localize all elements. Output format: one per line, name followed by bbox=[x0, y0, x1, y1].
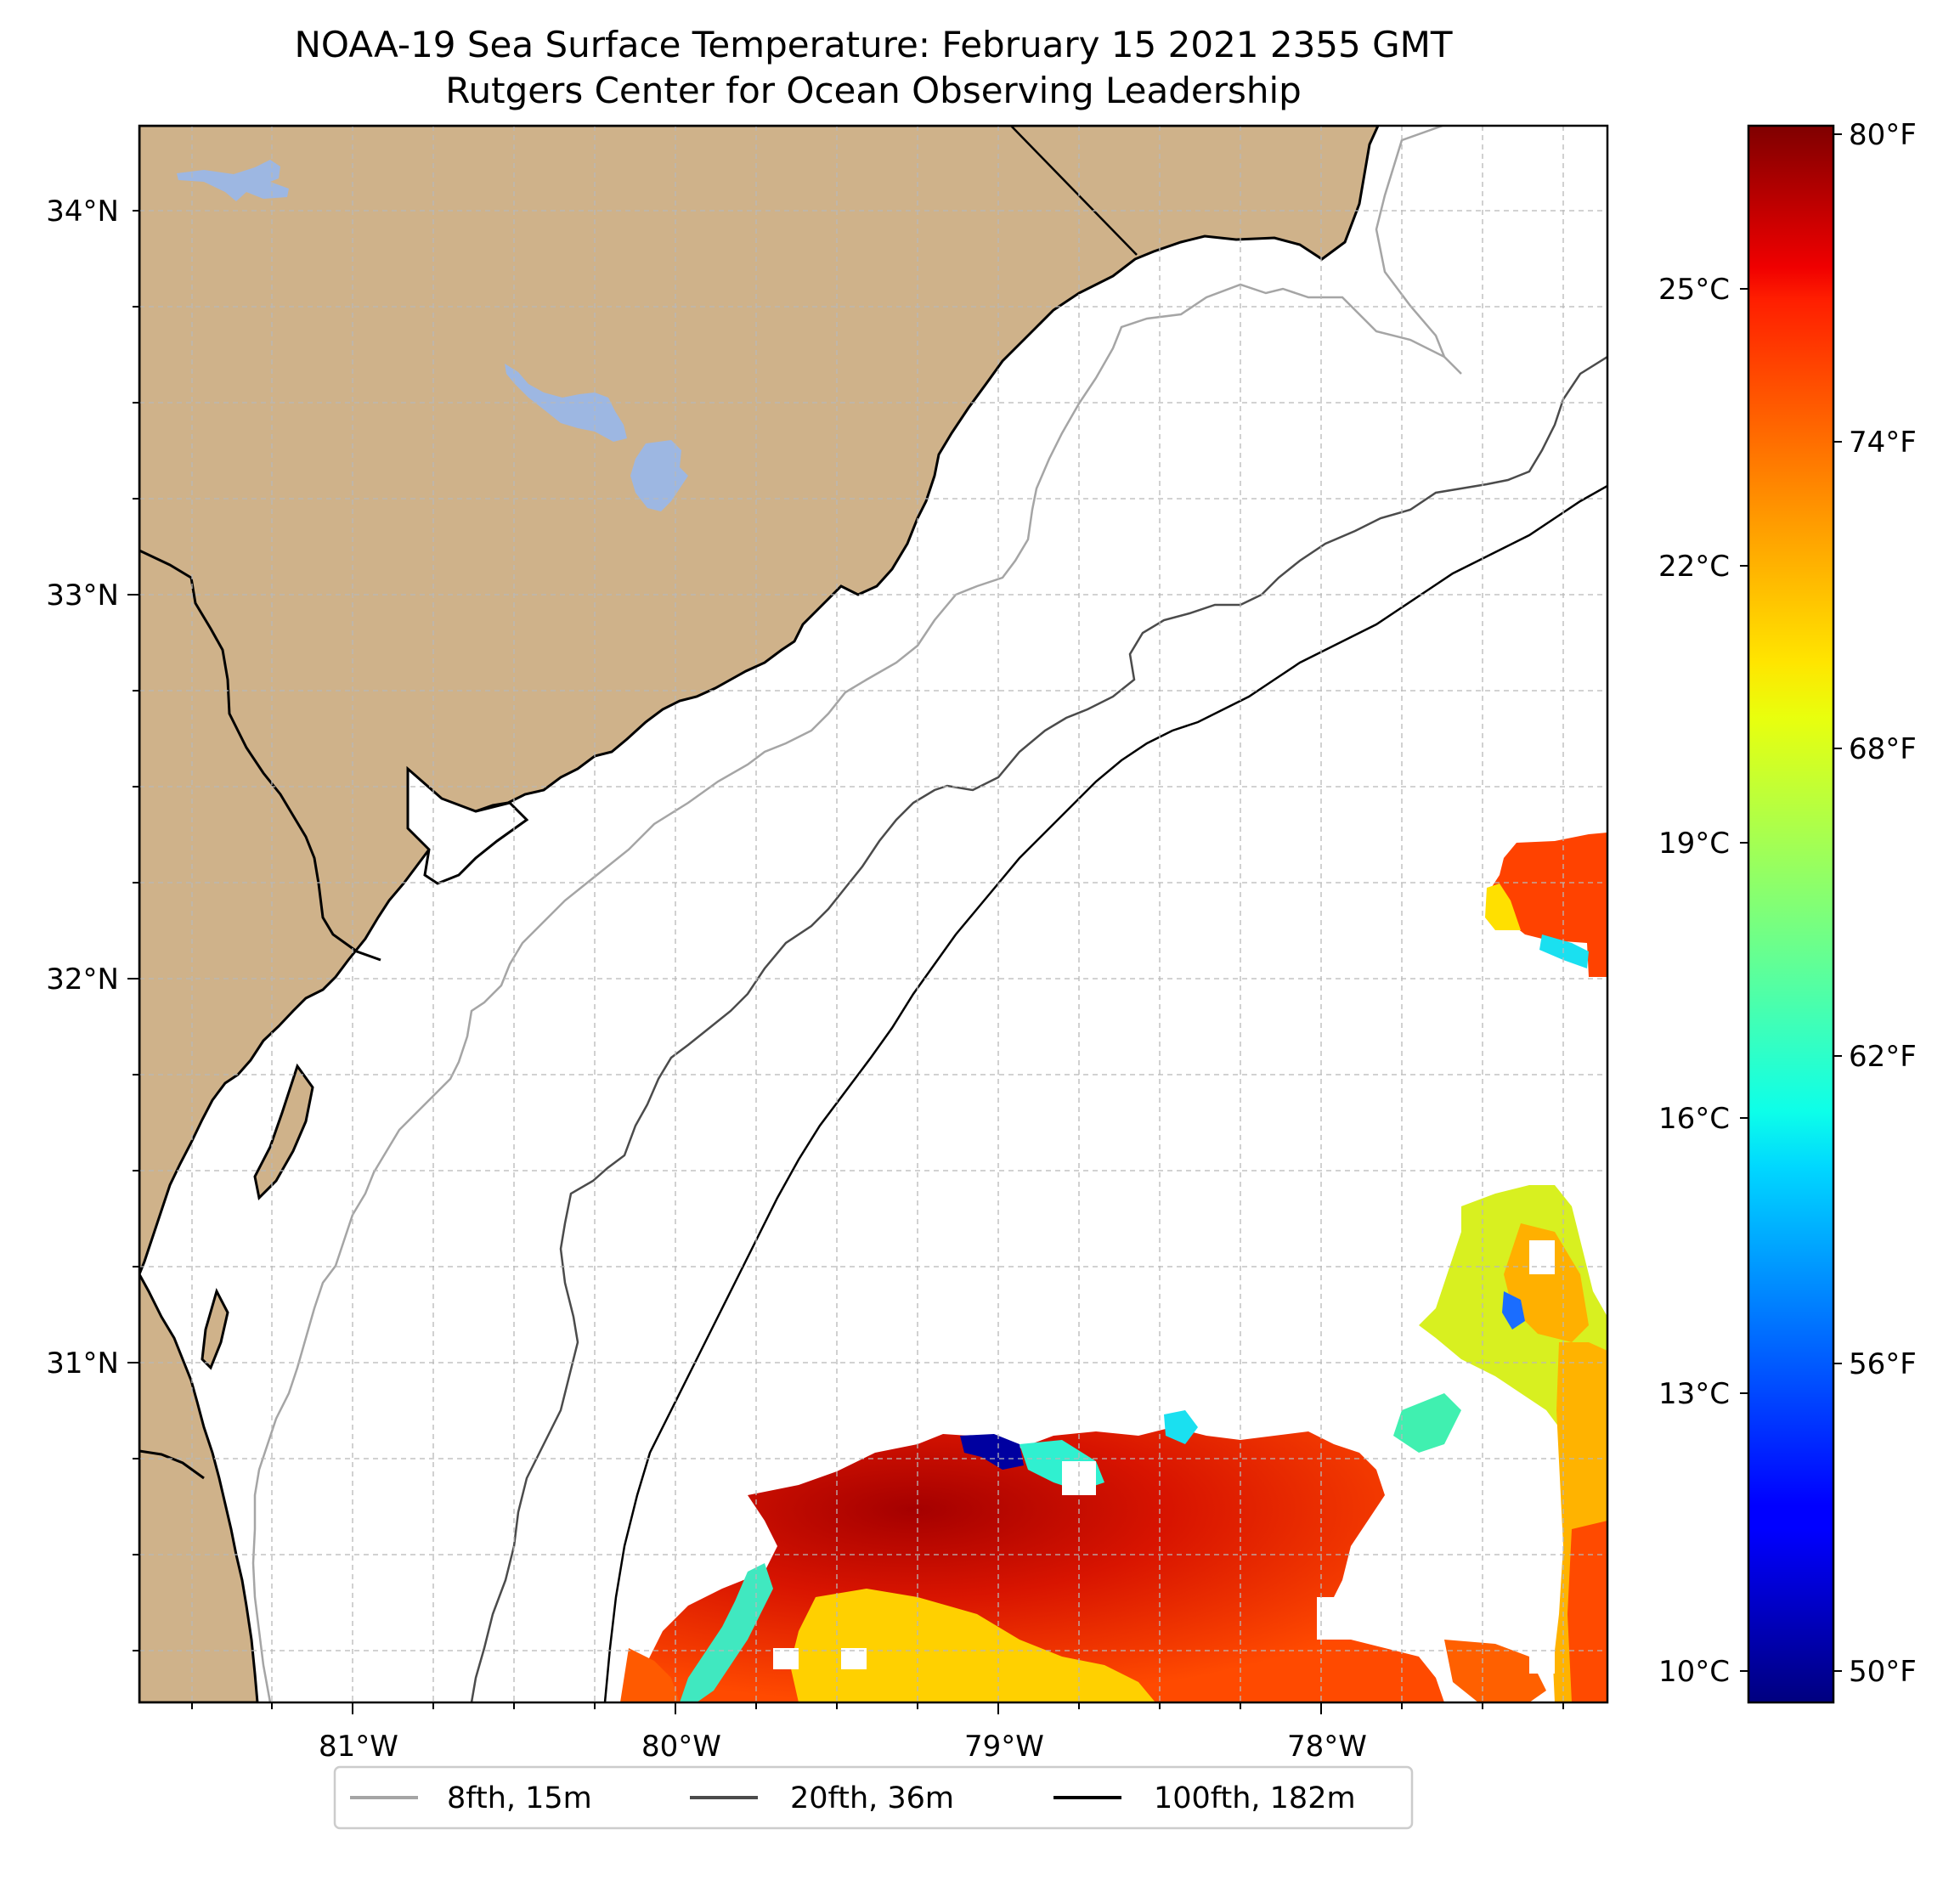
sst-patch-northeast-cool bbox=[1539, 934, 1589, 968]
map-title: NOAA-19 Sea Surface Temperature: Februar… bbox=[138, 22, 1608, 114]
lon-label: 78°W bbox=[1287, 1730, 1367, 1764]
axis-ticks bbox=[127, 210, 1564, 1714]
colorbar: 10°C 13°C 16°C 19°C 22°C 25°C 50°F 56°F … bbox=[1658, 118, 1917, 1704]
title-line-2: Rutgers Center for Ocean Observing Leade… bbox=[445, 70, 1302, 111]
coastal-island bbox=[253, 1063, 314, 1201]
cloud-gap bbox=[841, 1648, 867, 1669]
lon-label: 79°W bbox=[964, 1730, 1044, 1764]
sst-patch-southeast-red bbox=[1567, 1521, 1607, 1702]
sst-patch-north-cool bbox=[960, 1434, 1024, 1470]
fahrenheit-label: 50°F bbox=[1849, 1655, 1917, 1689]
lake bbox=[177, 160, 289, 201]
celsius-label: 22°C bbox=[1658, 550, 1730, 584]
isobath-36m bbox=[470, 355, 1607, 1702]
coastal-inlet bbox=[406, 765, 529, 885]
map-frame bbox=[138, 124, 1609, 1704]
land-coastline-south bbox=[139, 1273, 259, 1702]
cloud-gap bbox=[1529, 1648, 1555, 1674]
sst-data bbox=[620, 833, 1607, 1702]
lake bbox=[630, 440, 688, 511]
legend-label-15m: 8fth, 15m bbox=[447, 1781, 592, 1815]
cloud-gap bbox=[773, 1648, 799, 1669]
title-line-1: NOAA-19 Sea Surface Temperature: Februar… bbox=[294, 24, 1453, 65]
isobath-15m bbox=[251, 126, 1462, 1702]
colorbar-gradient bbox=[1747, 124, 1835, 1704]
sst-patch-scatter bbox=[1444, 1640, 1546, 1702]
lon-label: 81°W bbox=[319, 1730, 398, 1764]
land-coastline bbox=[139, 126, 1380, 1275]
legend-label-36m: 20fth, 36m bbox=[790, 1781, 954, 1815]
sst-patch-northeast-edge bbox=[1485, 884, 1521, 930]
lon-label: 80°W bbox=[641, 1730, 721, 1764]
legend-box bbox=[333, 1765, 1414, 1830]
sst-patch-scatter bbox=[1164, 1410, 1198, 1444]
legend: 8fth, 15m 20fth, 36m 100fth, 182m bbox=[333, 1765, 1414, 1830]
sst-patch-southwest bbox=[620, 1648, 680, 1702]
celsius-label: 13°C bbox=[1658, 1377, 1730, 1411]
state-border bbox=[1010, 126, 1138, 256]
lat-label: 34°N bbox=[46, 195, 119, 229]
celsius-label: 10°C bbox=[1658, 1655, 1730, 1689]
fahrenheit-label: 80°F bbox=[1849, 118, 1917, 152]
coastal-island bbox=[201, 1287, 229, 1370]
sst-patch-northeast bbox=[1487, 833, 1607, 977]
lat-label: 32°N bbox=[46, 963, 119, 996]
gridlines bbox=[139, 126, 1607, 1702]
sst-patch-main-cool-edge bbox=[680, 1563, 773, 1702]
fahrenheit-label: 56°F bbox=[1849, 1347, 1917, 1381]
sst-patch-main-yellow bbox=[790, 1589, 1155, 1702]
fahrenheit-label: 68°F bbox=[1849, 732, 1917, 766]
celsius-label: 16°C bbox=[1658, 1102, 1730, 1136]
sst-patch-east-cool bbox=[1502, 1291, 1525, 1330]
lake bbox=[505, 364, 627, 442]
fahrenheit-label: 62°F bbox=[1849, 1040, 1917, 1074]
cloud-gap bbox=[1317, 1597, 1359, 1640]
celsius-label: 25°C bbox=[1658, 273, 1730, 307]
lat-label: 31°N bbox=[46, 1346, 119, 1380]
celsius-label: 19°C bbox=[1658, 827, 1730, 861]
cloud-gap bbox=[1393, 1495, 1444, 1546]
fahrenheit-label: 74°F bbox=[1849, 426, 1917, 460]
isobath-182m bbox=[603, 484, 1607, 1702]
sst-patch-scatter bbox=[1393, 1393, 1461, 1453]
sst-patch-east-warm bbox=[1504, 1223, 1589, 1342]
lat-label: 33°N bbox=[46, 579, 119, 613]
state-border bbox=[139, 549, 381, 962]
cloud-gap bbox=[1529, 1240, 1555, 1274]
legend-label-182m: 100fth, 182m bbox=[1154, 1781, 1356, 1815]
